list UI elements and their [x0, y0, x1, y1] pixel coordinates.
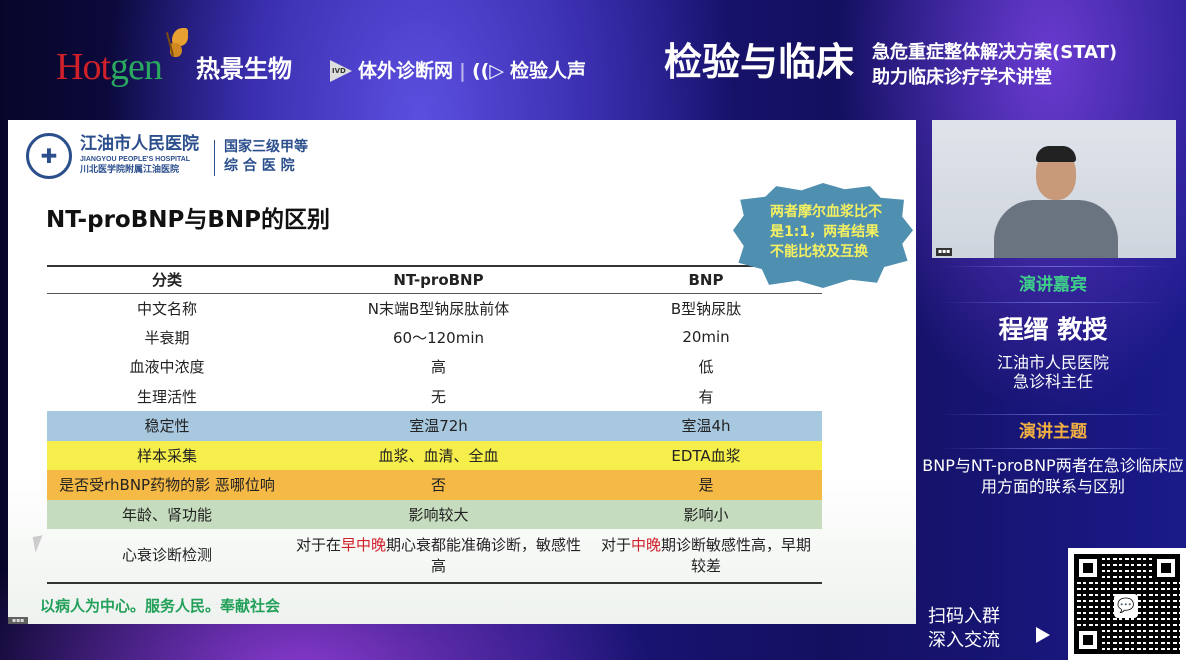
cell: 无 — [430, 387, 446, 406]
hospital-motto: 以病人为中心。服务人民。奉献社会 — [40, 597, 281, 615]
cell: 对于在早中晚期心衰都能准确诊断，敏感性高 — [287, 529, 590, 584]
cell: EDTA血浆 — [590, 440, 822, 470]
comparison-table: 分类 NT-proBNP BNP 中文名称 N末端B型钠尿肽前体 B型钠尿肽 半衰期… — [47, 265, 822, 584]
table-row: 血液中浓度 高 低 — [47, 352, 822, 382]
table-row: 稳定性 室温72h 室温4h — [47, 411, 822, 441]
cell: 低 — [698, 358, 714, 377]
cell: 室温72h — [287, 411, 590, 441]
qr-finder — [1074, 626, 1102, 654]
sponsor-name: 热景生物 — [196, 55, 292, 83]
slide-title: NT-proBNP与BNP的区别 — [46, 207, 330, 233]
divider — [940, 266, 1170, 267]
hospital-en: JIANGYOU PEOPLE'S HOSPITAL — [80, 156, 191, 163]
table-row: 中文名称 N末端B型钠尿肽前体 B型钠尿肽 — [47, 293, 822, 323]
cell: 年龄、肾功能 — [47, 499, 287, 529]
header-category: 分类 — [47, 265, 287, 294]
cell: 样本采集 — [47, 440, 287, 470]
qr-pattern: 💬 — [1074, 554, 1180, 654]
event-title: 检验与临床 — [664, 40, 855, 84]
highlight: 早中晚 — [340, 535, 386, 554]
event-subtitle-2: 助力临床诊疗学术讲堂 — [872, 67, 1052, 88]
speaker-body — [994, 200, 1118, 258]
callout-text: 两者摩尔血浆比不是1:1，两者结果不能比较及互换 — [770, 204, 882, 260]
divider — [940, 302, 1170, 303]
table-header: 分类 NT-proBNP BNP — [47, 265, 822, 294]
cell: 是否受rhBNP药物的影 恶哪位响 — [47, 470, 287, 500]
highlight: 中晚 — [630, 535, 661, 554]
butterfly-icon — [164, 28, 188, 58]
speaker-hair — [1036, 146, 1076, 162]
speaker-video[interactable]: ▪▪▪ — [932, 120, 1176, 258]
qr-code[interactable]: 💬 — [1068, 548, 1186, 660]
cell: 心衰诊断检测 — [47, 529, 287, 584]
wechat-icon: 💬 — [1114, 594, 1138, 618]
hospital-seal-icon: ✚ — [26, 133, 72, 179]
hospital-affiliation: 川北医学院附属江油医院 — [80, 165, 180, 175]
partner1-name: 体外诊断网 — [358, 60, 454, 82]
header-ntprobnp: NT-proBNP — [287, 265, 590, 294]
divider — [940, 448, 1170, 449]
table-row: 半衰期 60～120min 20min — [47, 323, 822, 353]
grade-line-2: 综 合 医 院 — [224, 158, 295, 174]
guest-title: 急诊科主任 — [1012, 372, 1093, 391]
play-arrow-icon — [1036, 627, 1050, 643]
cell: 中文名称 — [136, 299, 197, 318]
cell: 血浆、血清、全血 — [287, 440, 590, 470]
cell: 半衰期 — [144, 328, 190, 347]
cell: B型钠尿肽 — [670, 299, 742, 318]
video-label: ▪▪▪ — [936, 248, 953, 256]
text: 期心衰都能准确诊断，敏感性高 — [386, 535, 582, 575]
scan-prompt: 扫码入群 深入交流 — [928, 605, 1000, 653]
text: 期诊断敏感性高，早期较差 — [661, 535, 812, 575]
table-row: 心衰诊断检测 对于在早中晚期心衰都能准确诊断，敏感性高 对于中晚期诊断敏感性高，… — [47, 529, 822, 584]
table-row: 是否受rhBNP药物的影 恶哪位响否是 — [47, 470, 822, 500]
guest-name: 程缙 教授 — [998, 315, 1108, 344]
scan-line-1: 扫码入群 — [928, 606, 1000, 627]
hospital-grade: 国家三级甲等 综 合 医 院 — [224, 138, 308, 176]
hotgen-logo: Hotgen — [56, 46, 163, 88]
divider — [940, 414, 1170, 415]
table-row: 年龄、肾功能 影响较大 影响小 — [47, 499, 822, 529]
cell: 有 — [698, 387, 714, 406]
topic-heading: 演讲主题 — [1019, 422, 1087, 442]
guest-affiliation: 江油市人民医院 急诊科主任 — [930, 353, 1176, 391]
cell: 对于中晚期诊断敏感性高，早期较差 — [590, 529, 822, 584]
cell: 稳定性 — [47, 411, 287, 441]
cell: 室温4h — [590, 411, 822, 441]
hospital-name: 江油市人民医院 — [80, 134, 199, 154]
divider: | — [459, 60, 466, 82]
presenter-tag: ▪▪▪ — [8, 617, 29, 624]
qr-finder — [1074, 554, 1102, 582]
guest-heading: 演讲嘉宾 — [1019, 275, 1087, 295]
cell: 20min — [682, 328, 730, 347]
event-subtitle: 急危重症整体解决方案(STAT) 助力临床诊疗学术讲堂 — [872, 40, 1117, 90]
text: 对于在 — [295, 535, 341, 554]
event-subtitle-1: 急危重症整体解决方案(STAT) — [872, 42, 1118, 63]
cell: 否 — [287, 470, 590, 500]
grade-line-1: 国家三级甲等 — [224, 139, 308, 155]
partner2-name: 检验人声 — [509, 60, 586, 82]
cell: 生理活性 — [136, 387, 197, 406]
table-row: 样本采集 血浆、血清、全血 EDTA血浆 — [47, 440, 822, 470]
scan-line-2: 深入交流 — [928, 630, 1000, 651]
text: 对于 — [600, 535, 631, 554]
cell: 影响小 — [590, 499, 822, 529]
talk-topic: BNP与NT-proBNP两者在急诊临床应用方面的联系与区别 — [922, 456, 1184, 496]
guest-org: 江油市人民医院 — [996, 353, 1109, 372]
cell: N末端B型钠尿肽前体 — [367, 299, 510, 318]
partner-logos: IVD 体外诊断网 | ((▷ 检验人声 — [330, 60, 586, 82]
qr-finder — [1152, 554, 1180, 582]
table-row: 生理活性 无 有 — [47, 382, 822, 412]
cell: 高 — [430, 358, 446, 377]
cell: 60～120min — [392, 328, 484, 347]
cell: 血液中浓度 — [129, 358, 205, 377]
cell: 是 — [590, 470, 822, 500]
divider — [214, 140, 215, 176]
sound-wave-icon: ((▷ — [471, 60, 504, 82]
ivd-play-icon: IVD — [330, 60, 352, 82]
cell: 影响较大 — [287, 499, 590, 529]
